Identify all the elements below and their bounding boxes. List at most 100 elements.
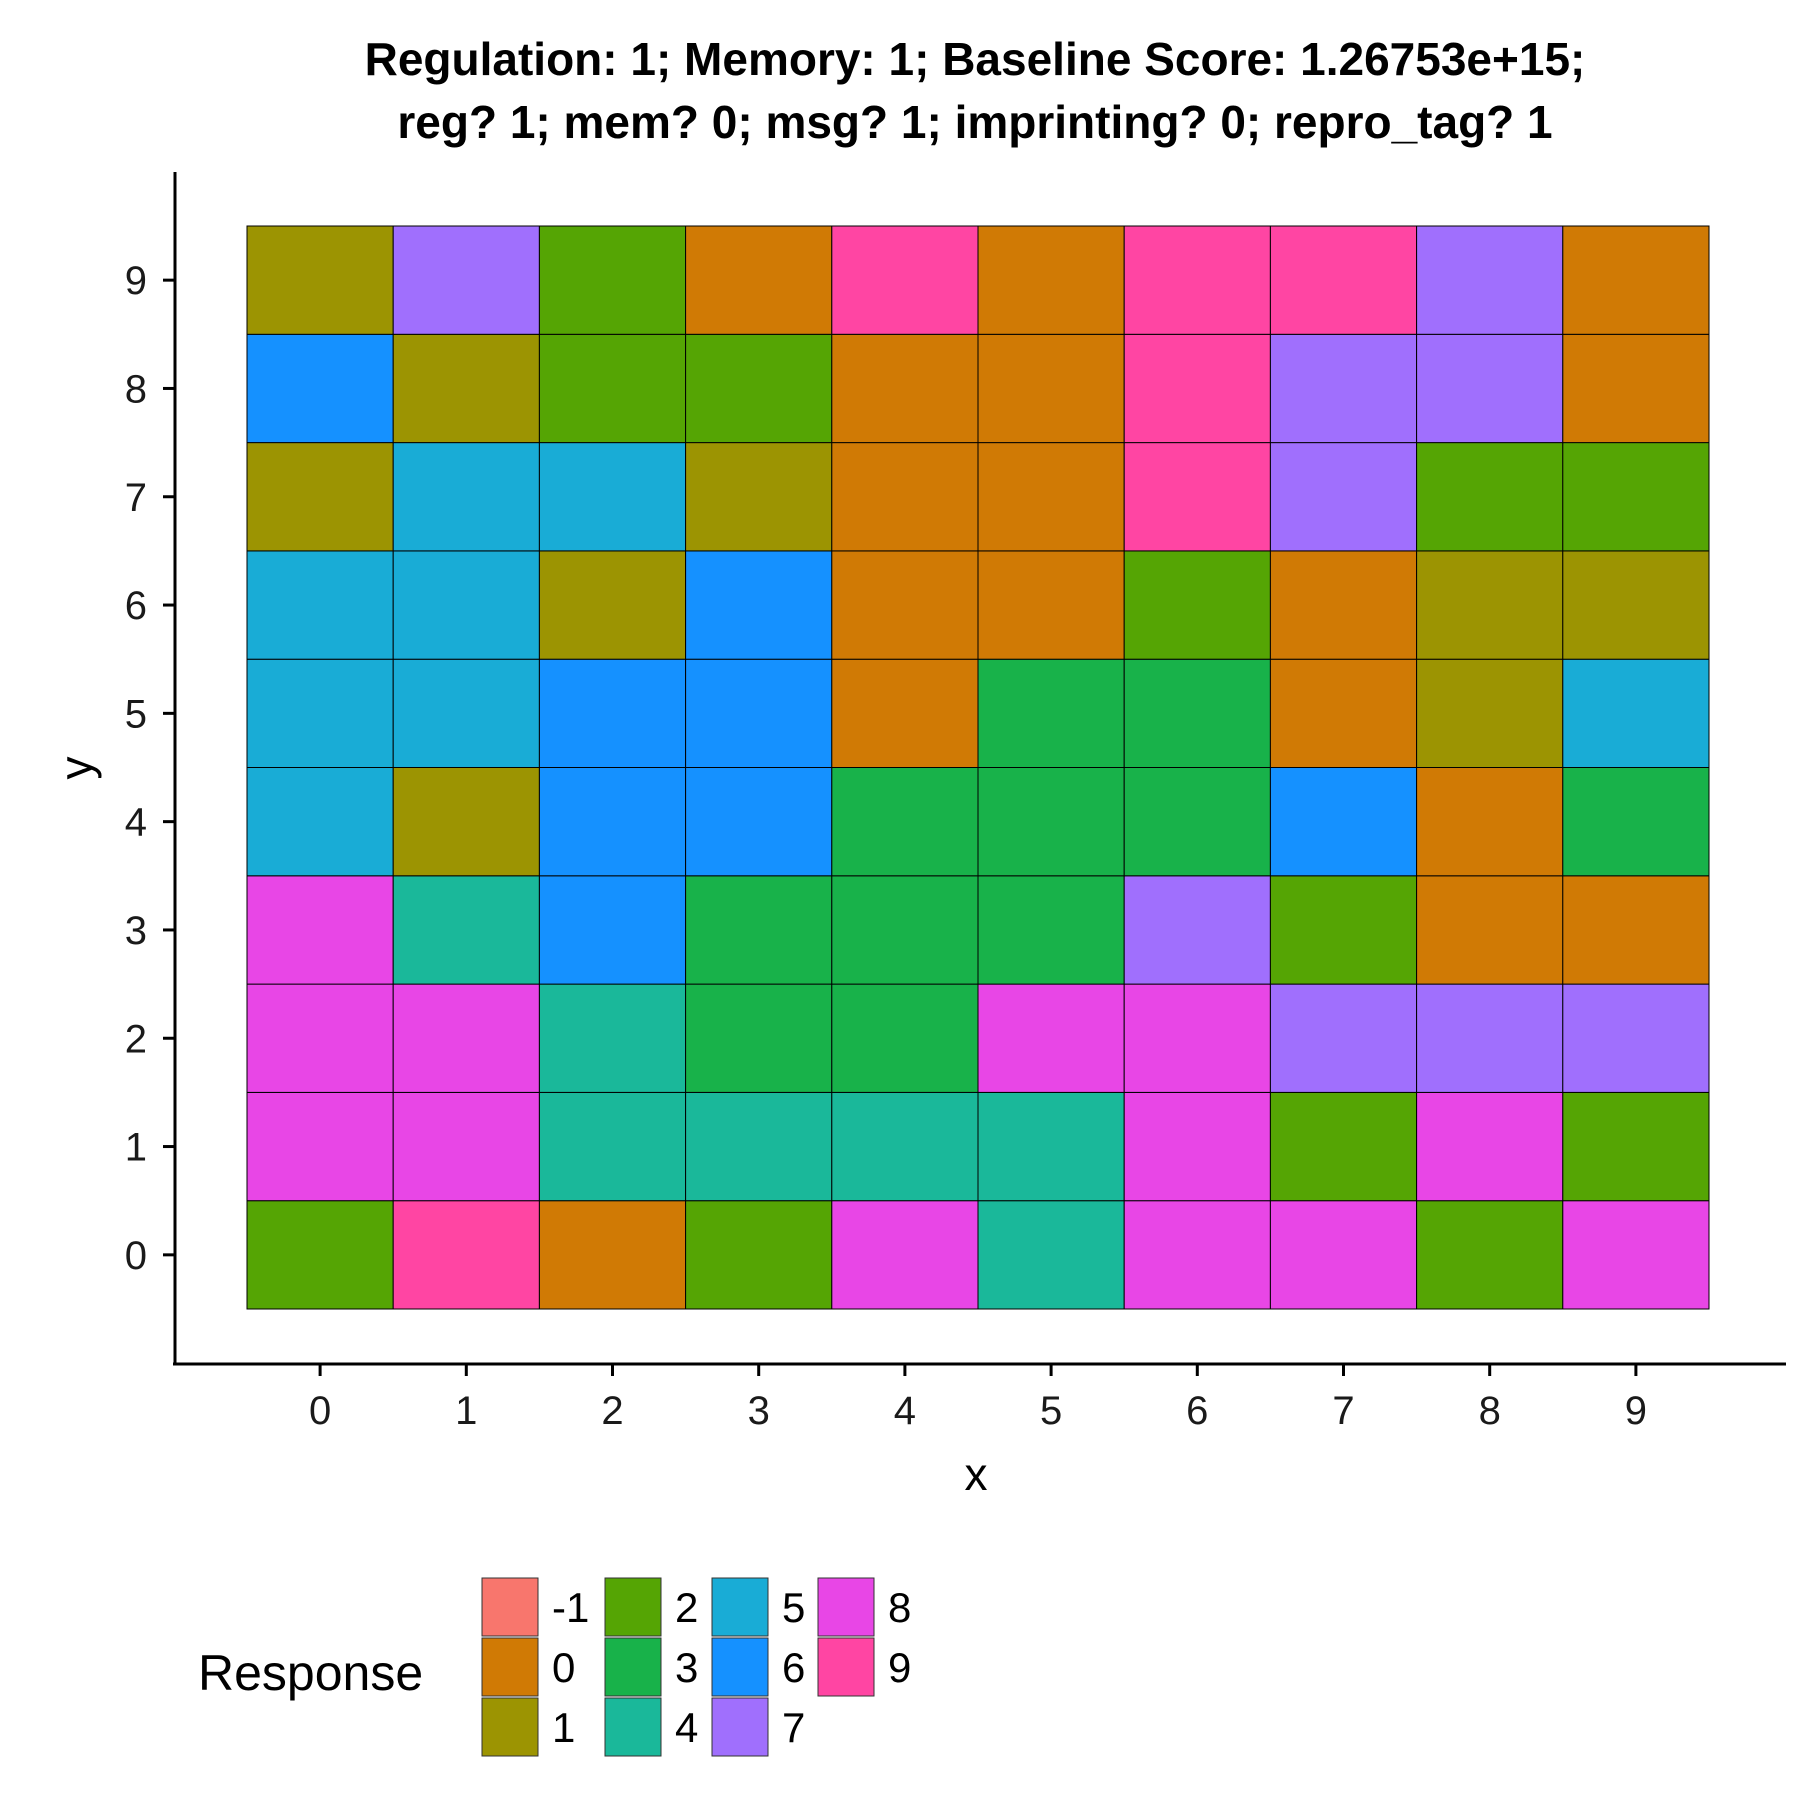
heatmap-cell <box>1123 225 1271 335</box>
heatmap-cell <box>1269 333 1418 444</box>
heatmap-cell <box>685 442 833 552</box>
heatmap-cell <box>1562 442 1710 552</box>
x-tick-label: 1 <box>455 1389 477 1433</box>
heatmap-cell <box>1416 1091 1564 1202</box>
legend-label: 5 <box>782 1584 805 1631</box>
heatmap-cell <box>1269 225 1418 335</box>
heatmap-cell <box>831 550 979 660</box>
heatmap-cell <box>246 1200 394 1310</box>
heatmap-cell <box>1269 875 1418 985</box>
heatmap-cell <box>1416 875 1564 985</box>
heatmap-cell <box>685 550 833 660</box>
heatmap-cell <box>977 550 1125 660</box>
y-axis-title: y <box>50 757 102 780</box>
heatmap-cell <box>1123 875 1271 985</box>
heatmap-cell <box>246 1091 394 1202</box>
heatmap-cell <box>392 225 540 335</box>
heatmap-cell <box>538 333 687 444</box>
y-tick-label: 2 <box>125 1017 147 1061</box>
x-ticks: 0 1 2 3 4 5 6 7 8 9 <box>309 1364 1647 1433</box>
heatmap-cell <box>392 333 540 444</box>
y-tick-label: 7 <box>125 476 147 520</box>
x-tick-label: 8 <box>1479 1389 1501 1433</box>
heatmap-cell <box>685 658 833 769</box>
heatmap-cell <box>1269 767 1418 877</box>
heatmap-cell <box>1562 658 1710 769</box>
heatmap-cell <box>685 1200 833 1310</box>
heatmap-cell <box>392 1200 540 1310</box>
chart-title: Regulation: 1; Memory: 1; Baseline Score… <box>365 33 1586 148</box>
heatmap-cell <box>1123 658 1271 769</box>
x-tick-label: 2 <box>601 1389 623 1433</box>
y-tick-label: 5 <box>125 692 147 736</box>
heatmap-cell <box>246 875 394 985</box>
y-tick-label: 3 <box>125 909 147 953</box>
x-tick-label: 6 <box>1186 1389 1208 1433</box>
heatmap-cell <box>685 875 833 985</box>
heatmap-cell <box>1562 1200 1710 1310</box>
heatmap-cell <box>538 875 687 985</box>
legend-key <box>481 1697 539 1757</box>
heatmap-cell <box>1562 550 1710 660</box>
x-tick-label: 3 <box>748 1389 770 1433</box>
y-tick-label: 8 <box>125 367 147 411</box>
heatmap-cell <box>538 1091 687 1202</box>
heatmap-cell <box>977 875 1125 985</box>
heatmap-cell <box>538 550 687 660</box>
legend-key <box>604 1637 662 1697</box>
heatmap-cell <box>392 875 540 985</box>
legend-label: 4 <box>675 1704 698 1751</box>
heatmap-cell <box>392 1091 540 1202</box>
legend-title: Response <box>198 1645 423 1701</box>
heatmap-cell <box>392 658 540 769</box>
heatmap-cell <box>1269 658 1418 769</box>
heatmap-cell <box>392 442 540 552</box>
legend-key <box>481 1637 539 1697</box>
heatmap-cell <box>392 550 540 660</box>
heatmap-cell <box>392 983 540 1093</box>
heatmap-cell <box>246 658 394 769</box>
heatmap-cell <box>1416 658 1564 769</box>
y-tick-label: 0 <box>125 1234 147 1278</box>
y-tick-label: 4 <box>125 801 147 845</box>
heatmap-cell <box>246 333 394 444</box>
heatmap-cell <box>831 875 979 985</box>
heatmap-cell <box>1123 1091 1271 1202</box>
heatmap-cell <box>831 1200 979 1310</box>
heatmap-cell <box>1123 983 1271 1093</box>
legend-label: 1 <box>552 1704 575 1751</box>
heatmap-cells <box>246 225 1710 1310</box>
legend-key <box>817 1637 875 1697</box>
heatmap-cell <box>685 767 833 877</box>
legend-key <box>711 1577 769 1637</box>
heatmap-cell <box>1562 1091 1710 1202</box>
heatmap-cell <box>977 225 1125 335</box>
heatmap-cell <box>1562 767 1710 877</box>
heatmap-cell <box>392 767 540 877</box>
heatmap-cell <box>831 767 979 877</box>
x-tick-label: 4 <box>894 1389 916 1433</box>
heatmap-cell <box>977 1200 1125 1310</box>
legend-keys: -1 0 1 2 3 4 5 6 7 8 9 <box>481 1577 911 1757</box>
x-tick-label: 0 <box>309 1389 331 1433</box>
heatmap-cell <box>977 1091 1125 1202</box>
title-line-2: reg? 1; mem? 0; msg? 1; imprinting? 0; r… <box>397 96 1552 148</box>
heatmap-cell <box>1416 333 1564 444</box>
heatmap-cell <box>1123 1200 1271 1310</box>
heatmap-cell <box>1269 983 1418 1093</box>
heatmap-cell <box>538 767 687 877</box>
legend-key <box>481 1577 539 1637</box>
heatmap-cell <box>1562 225 1710 335</box>
heatmap-cell <box>538 983 687 1093</box>
heatmap-cell <box>1416 983 1564 1093</box>
y-ticks: 0 1 2 3 4 5 6 7 8 9 <box>125 259 175 1278</box>
legend-key <box>817 1577 875 1637</box>
y-tick-label: 1 <box>125 1126 147 1170</box>
legend: Response -1 0 1 2 3 4 5 6 7 8 9 <box>198 1577 911 1757</box>
legend-key <box>604 1697 662 1757</box>
legend-label: 6 <box>782 1644 805 1691</box>
heatmap-cell <box>1416 225 1564 335</box>
legend-key <box>711 1637 769 1697</box>
heatmap-cell <box>977 333 1125 444</box>
